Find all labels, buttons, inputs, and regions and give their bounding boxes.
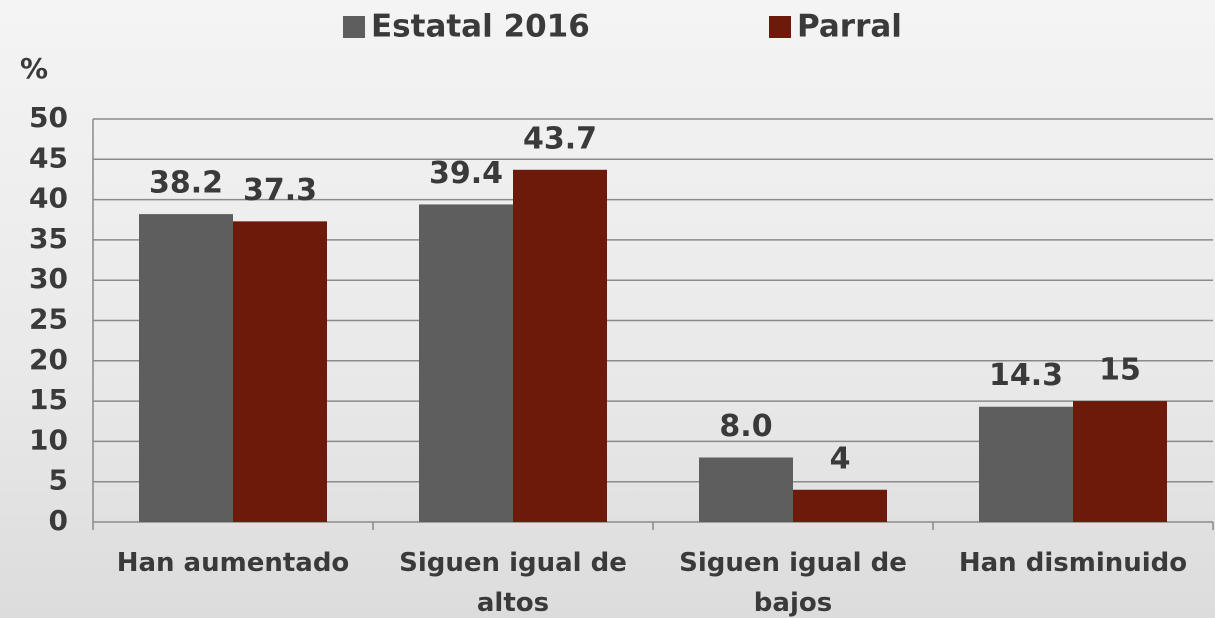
y-tick-label: 5	[49, 464, 68, 497]
legend-label: Estatal 2016	[371, 9, 590, 45]
data-label: 37.3	[243, 173, 317, 208]
legend-swatch	[343, 16, 365, 38]
data-label: 4	[830, 441, 851, 476]
y-tick-label: 10	[29, 423, 68, 456]
data-label: 14.3	[989, 358, 1063, 393]
bar	[419, 204, 513, 522]
bar	[699, 458, 793, 522]
y-tick-label: 20	[29, 343, 68, 376]
data-label: 43.7	[523, 121, 597, 156]
data-label: 15	[1099, 353, 1141, 388]
x-tick-label: Siguen igual de altos	[383, 543, 643, 618]
y-axis-label: %	[20, 52, 48, 85]
y-tick-label: 0	[49, 504, 68, 537]
chart: % 0 5 10 15 20 25 30 35 40 45 50 Estatal 2016 Parral…	[0, 0, 1215, 618]
y-tick-label: 30	[29, 262, 68, 295]
legend-swatch	[769, 16, 791, 38]
bar	[139, 214, 233, 522]
y-tick-label: 45	[29, 141, 68, 174]
data-label: 38.2	[149, 166, 223, 201]
page: % 0 5 10 15 20 25 30 35 40 45 50 Estatal 2016 Parral…	[0, 0, 1215, 618]
x-tick-label: Han disminuido	[943, 543, 1203, 583]
data-label: 8.0	[719, 409, 772, 444]
y-tick-label: 50	[29, 101, 68, 134]
y-tick-label: 25	[29, 303, 68, 336]
bar	[233, 221, 327, 522]
y-tick-label: 15	[29, 383, 68, 416]
y-tick-label: 40	[29, 182, 68, 215]
bar	[1073, 401, 1167, 522]
x-tick-label: Siguen igual de bajos	[663, 543, 923, 618]
y-tick-label: 35	[29, 222, 68, 255]
bar	[513, 170, 607, 522]
legend-label: Parral	[797, 9, 902, 45]
x-tick-label: Han aumentado	[103, 543, 363, 583]
bar	[793, 490, 887, 522]
bar	[979, 407, 1073, 522]
data-label: 39.4	[429, 156, 503, 191]
